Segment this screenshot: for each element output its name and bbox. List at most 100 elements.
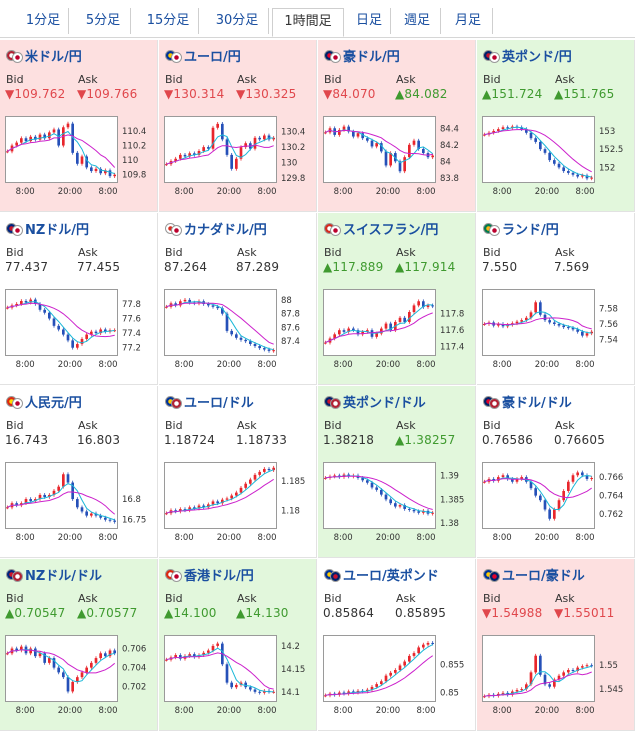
pair-name[interactable]: 米ドル/円 bbox=[25, 50, 82, 65]
rate-card-eurusd[interactable]: ユーロ/ドル Bid Ask 1.18724 1.18733 1.185 1.18 8:00 2… bbox=[159, 386, 317, 558]
rate-card-eurjpy[interactable]: ユーロ/円 Bid Ask ▼130.314 ▼130.325 130.4 130.2 130… bbox=[159, 40, 317, 212]
candle bbox=[581, 175, 584, 177]
y-tick-label: 0.706 bbox=[122, 645, 146, 655]
pair-name[interactable]: ユーロ/英ポンド bbox=[343, 569, 439, 584]
candle bbox=[66, 334, 70, 341]
candle bbox=[529, 132, 533, 139]
rate-card-euraud[interactable]: ユーロ/豪ドル Bid Ask ▼1.54988 ▼1.55011 1.55 1.545 8:… bbox=[477, 559, 635, 731]
chart-container[interactable]: 77.8 77.6 77.4 77.2 8:00 20:00 8:00 bbox=[5, 289, 155, 371]
tab-30m[interactable]: 30分足 bbox=[206, 8, 269, 34]
pair-name[interactable]: 豪ドル/円 bbox=[343, 50, 400, 65]
pair-name[interactable]: NZドル/ドル bbox=[25, 569, 103, 584]
rate-card-audjpy[interactable]: 豪ドル/円 Bid Ask ▼84.070 ▲84.082 84.4 84.2 84 83.8 8… bbox=[318, 40, 476, 212]
candle bbox=[253, 474, 257, 480]
bid-label: Bid bbox=[483, 592, 501, 605]
pair-name[interactable]: 英ポンド/円 bbox=[502, 50, 572, 65]
candle bbox=[244, 682, 247, 688]
pair-name[interactable]: 英ポンド/ドル bbox=[343, 396, 426, 411]
pair-name[interactable]: カナダドル/円 bbox=[184, 223, 267, 238]
chart-container[interactable]: 117.8 117.6 117.4 8:00 20:00 8:00 bbox=[323, 289, 473, 371]
chart-container[interactable]: 1.39 1.385 1.38 8:00 20:00 8:00 bbox=[323, 462, 473, 544]
candle bbox=[258, 137, 261, 140]
rate-card-nzdusd[interactable]: NZドル/ドル Bid Ask ▲0.70547 ▲0.70577 0.706 0.704 0… bbox=[0, 559, 158, 731]
x-tick-label: 8:00 bbox=[257, 187, 276, 197]
timeframe-tabs: 1分足 5分足 15分足 30分足 1時間足 日足 週足 月足 bbox=[0, 0, 635, 38]
pair-title-link[interactable]: ユーロ/英ポンド bbox=[324, 565, 439, 584]
tab-week[interactable]: 週足 bbox=[394, 8, 441, 34]
candle bbox=[515, 478, 519, 482]
pair-title-link[interactable]: 英ポンド/円 bbox=[483, 46, 572, 65]
candle bbox=[562, 167, 565, 172]
pair-name[interactable]: 人民元/円 bbox=[25, 396, 82, 411]
rate-card-hkdjpy[interactable]: 香港ドル/円 Bid Ask ▲14.100 ▲14.130 14.2 14.15 14.1 8… bbox=[159, 559, 317, 731]
chart-container[interactable]: 0.766 0.764 0.762 8:00 20:00 8:00 bbox=[482, 462, 632, 544]
tab-month[interactable]: 月足 bbox=[444, 8, 493, 34]
chart-container[interactable]: 1.185 1.18 8:00 20:00 8:00 bbox=[164, 462, 314, 544]
x-tick-label: 8:00 bbox=[416, 360, 435, 370]
candle bbox=[202, 652, 205, 656]
ma-slow-line bbox=[484, 317, 592, 330]
rate-card-gbpusd[interactable]: 英ポンド/ドル Bid Ask 1.38218 ▲1.38257 1.39 1.385 1.3… bbox=[318, 386, 476, 558]
candle bbox=[576, 329, 579, 332]
pair-title-link[interactable]: 人民元/円 bbox=[6, 392, 82, 411]
rate-card-gbpjpy[interactable]: 英ポンド/円 Bid Ask ▲151.724 ▲151.765 153 152.5 152 8… bbox=[477, 40, 635, 212]
pair-title-link[interactable]: ユーロ/豪ドル bbox=[483, 565, 585, 584]
candle bbox=[94, 331, 98, 334]
pair-name[interactable]: スイスフラン/円 bbox=[343, 223, 439, 238]
rate-card-usdjpy[interactable]: 米ドル/円 Bid Ask ▼109.762 ▼109.766 110.4 110.2 110… bbox=[0, 40, 158, 212]
chart-container[interactable]: 7.58 7.56 7.54 8:00 20:00 8:00 bbox=[482, 289, 632, 371]
chart-container[interactable]: 153 152.5 152 8:00 20:00 8:00 bbox=[482, 116, 632, 198]
tab-5m[interactable]: 5分足 bbox=[76, 8, 131, 34]
rate-card-cnyjpy[interactable]: 人民元/円 Bid Ask 16.743 16.803 16.8 16.75 8:00 20:0… bbox=[0, 386, 158, 558]
currency-flags-icon bbox=[324, 223, 341, 236]
pair-name[interactable]: 香港ドル/円 bbox=[184, 569, 254, 584]
pair-name[interactable]: ユーロ/ドル bbox=[184, 396, 254, 411]
pair-name[interactable]: ユーロ/円 bbox=[184, 50, 241, 65]
chart-container[interactable]: 1.55 1.545 8:00 20:00 8:00 bbox=[482, 635, 632, 717]
pair-name[interactable]: ユーロ/豪ドル bbox=[502, 569, 585, 584]
candle bbox=[197, 151, 201, 155]
chart-container[interactable]: 88 87.8 87.6 87.4 8:00 20:00 8:00 bbox=[164, 289, 314, 371]
pair-title-link[interactable]: NZドル/ドル bbox=[6, 565, 103, 584]
pair-title-link[interactable]: ランド/円 bbox=[483, 219, 559, 238]
pair-title-link[interactable]: 英ポンド/ドル bbox=[324, 392, 426, 411]
pair-title-link[interactable]: ユーロ/円 bbox=[165, 46, 241, 65]
chart-container[interactable]: 0.706 0.704 0.702 8:00 20:00 8:00 bbox=[5, 635, 155, 717]
chart-container[interactable]: 130.4 130.2 130 129.8 8:00 20:00 8:00 bbox=[164, 116, 314, 198]
pair-title-link[interactable]: ユーロ/ドル bbox=[165, 392, 254, 411]
candle bbox=[543, 314, 547, 321]
tab-1m[interactable]: 1分足 bbox=[18, 8, 69, 34]
rate-card-audusd[interactable]: 豪ドル/ドル Bid Ask 0.76586 0.76605 0.766 0.764 0.76… bbox=[477, 386, 635, 558]
chart-container[interactable]: 0.855 0.85 8:00 20:00 8:00 bbox=[323, 635, 473, 717]
chart-container[interactable]: 110.4 110.2 110 109.8 8:00 20:00 8:00 bbox=[5, 116, 155, 198]
rate-card-nzdjpy[interactable]: NZドル/円 Bid Ask 77.437 77.455 77.8 77.6 77.4 77.2… bbox=[0, 213, 158, 385]
pair-name[interactable]: ランド/円 bbox=[502, 223, 559, 238]
pair-name[interactable]: 豪ドル/ドル bbox=[502, 396, 572, 411]
pair-title-link[interactable]: カナダドル/円 bbox=[165, 219, 267, 238]
rate-card-zarjpy[interactable]: ランド/円 Bid Ask 7.550 7.569 7.58 7.56 7.54 8:00 20:… bbox=[477, 213, 635, 385]
candle bbox=[239, 487, 243, 493]
candle bbox=[581, 472, 584, 476]
candle bbox=[539, 655, 542, 675]
tab-15m[interactable]: 15分足 bbox=[138, 8, 199, 34]
pair-title-link[interactable]: スイスフラン/円 bbox=[324, 219, 439, 238]
rate-card-chfjpy[interactable]: スイスフラン/円 Bid Ask ▲117.889 ▲117.914 117.8 117.6… bbox=[318, 213, 476, 385]
pair-title-link[interactable]: NZドル/円 bbox=[6, 219, 90, 238]
pair-name[interactable]: NZドル/円 bbox=[25, 223, 90, 238]
tab-1h[interactable]: 1時間足 bbox=[272, 8, 344, 37]
pair-title-link[interactable]: 豪ドル/ドル bbox=[483, 392, 572, 411]
chart-container[interactable]: 84.4 84.2 84 83.8 8:00 20:00 8:00 bbox=[323, 116, 473, 198]
rate-card-cadjpy[interactable]: カナダドル/円 Bid Ask 87.264 87.289 88 87.8 87.6 87.4 8… bbox=[159, 213, 317, 385]
pair-title-link[interactable]: 米ドル/円 bbox=[6, 46, 82, 65]
candle bbox=[431, 155, 434, 158]
y-tick-label: 152 bbox=[599, 163, 615, 173]
candle bbox=[165, 164, 168, 166]
tab-day[interactable]: 日足 bbox=[348, 8, 391, 34]
chart-container[interactable]: 14.2 14.15 14.1 8:00 20:00 8:00 bbox=[164, 635, 314, 717]
rate-card-eurgbp[interactable]: ユーロ/英ポンド Bid Ask 0.85864 0.85895 0.855 0.85 8:0… bbox=[318, 559, 476, 731]
candle bbox=[253, 689, 257, 692]
candle bbox=[225, 664, 229, 683]
pair-title-link[interactable]: 豪ドル/円 bbox=[324, 46, 400, 65]
pair-title-link[interactable]: 香港ドル/円 bbox=[165, 565, 254, 584]
chart-container[interactable]: 16.8 16.75 8:00 20:00 8:00 bbox=[5, 462, 155, 544]
